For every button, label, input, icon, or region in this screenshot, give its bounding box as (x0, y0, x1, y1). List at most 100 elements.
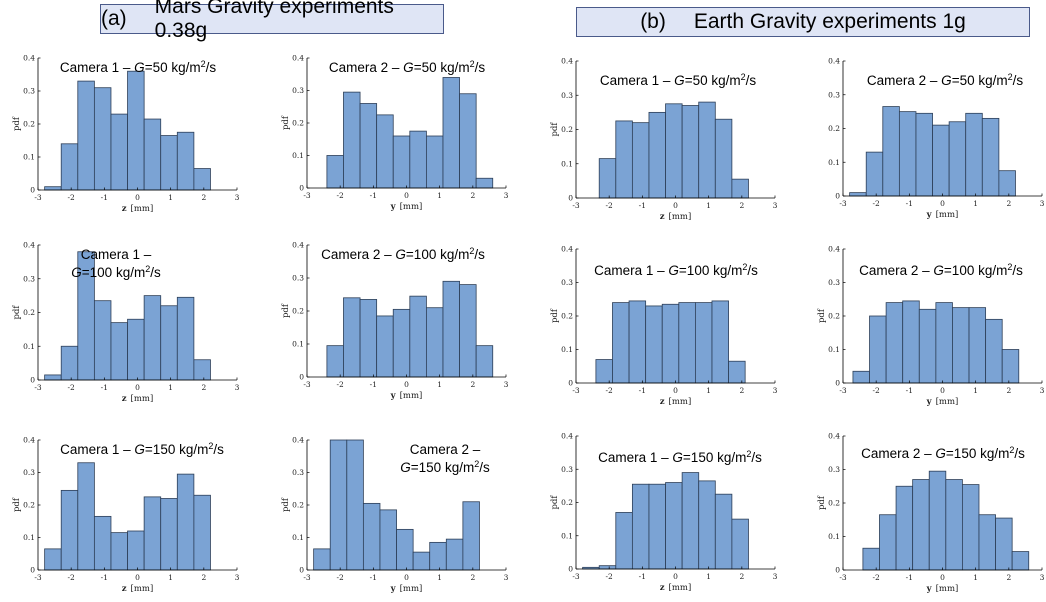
histogram-bar (681, 105, 700, 199)
y-tick-label: 0.3 (23, 274, 35, 283)
x-tick-label: 3 (773, 572, 778, 581)
chart-title: Camera 2 – G=50 kg/m2/s (867, 72, 1023, 88)
x-axis-variable: y (390, 202, 397, 212)
y-tick-label: 0 (835, 566, 840, 575)
chart-a-c2-150: -3 -2 -1 0 1 2 3 0 0.1 0.2 0.3 0.4 y [mm] pdf Camera 2 … (281, 436, 509, 595)
histogram-bar (598, 158, 617, 199)
histogram-bar (665, 482, 683, 570)
x-tick-label: -1 (101, 573, 108, 582)
histogram-bar (615, 120, 633, 199)
y-tick-label: 0.3 (828, 90, 840, 99)
y-tick-label: 0.3 (561, 278, 573, 287)
y-axis-label: pdf (817, 308, 827, 323)
chart-title: Camera 1 – G=150 kg/m2/s (60, 441, 224, 457)
histogram-bar (60, 489, 79, 571)
histogram-bar (60, 143, 79, 191)
x-tick-label: 1 (437, 380, 442, 389)
chart-a-c2-100: -3 -2 -1 0 1 2 3 0 0.1 0.2 0.3 0.4 y [mm] pdf Camera 2 … (281, 241, 509, 402)
histogram-bar (928, 470, 947, 571)
histogram-bar (631, 122, 650, 199)
histogram-bar (898, 111, 917, 197)
y-tick-label: 0.1 (23, 342, 35, 351)
histogram-bar (379, 509, 397, 571)
x-tick-label: 1 (168, 193, 173, 202)
x-tick-label: 0 (404, 380, 409, 389)
x-tick-label: 3 (1040, 199, 1045, 208)
histogram-bar (714, 118, 733, 199)
histogram-bar (110, 113, 128, 191)
x-axis-label: y [mm] (926, 397, 959, 407)
histogram-bar (961, 484, 980, 571)
x-tick-label: -3 (303, 191, 311, 200)
x-tick-label: 1 (973, 386, 978, 395)
histogram-bar (44, 186, 62, 191)
histogram-bar (998, 170, 1016, 197)
y-tick-label: 0.2 (23, 308, 35, 317)
y-tick-label: 0.3 (23, 468, 35, 477)
histogram-bar (681, 472, 700, 570)
y-tick-label: 0.4 (561, 432, 573, 441)
chart-title: Camera 2 – G=100 kg/m2/s (859, 262, 1023, 278)
chart-title: Camera 1 – (81, 247, 152, 262)
x-tick-label: 2 (201, 193, 206, 202)
chart-a-c1-50: -3 -2 -1 0 1 2 3 0 0.1 0.2 0.3 0.4 z [mm] pdf Camera 1 … (12, 54, 240, 215)
y-tick-label: 0.3 (292, 274, 304, 283)
histogram-bar (110, 322, 128, 381)
chart-title: Camera 2 – (410, 442, 481, 457)
y-axis-label: pdf (12, 305, 22, 320)
x-tick-label: 3 (235, 383, 240, 392)
y-axis-label: pdf (12, 116, 22, 131)
histogram-bar (968, 307, 987, 384)
y-tick-label: 0.2 (23, 120, 35, 129)
histogram-bar (985, 318, 1003, 384)
x-tick-label: 1 (168, 383, 173, 392)
histogram-bar (143, 496, 162, 571)
x-axis-unit: [mm] (936, 584, 959, 594)
x-axis-unit: [mm] (400, 202, 423, 212)
histogram-bar (612, 302, 630, 384)
x-tick-label: 2 (739, 572, 744, 581)
x-tick-label: 3 (773, 201, 778, 210)
x-tick-label: -2 (68, 383, 76, 392)
x-tick-label: 0 (940, 386, 945, 395)
histogram-bar (396, 528, 414, 571)
histogram-bar (731, 178, 749, 199)
histogram-bar (176, 131, 195, 191)
histogram-bar (459, 284, 477, 378)
x-tick-label: -3 (839, 386, 847, 395)
x-tick-label: 1 (706, 201, 711, 210)
histogram-bar (329, 439, 348, 571)
y-tick-label: 0 (835, 379, 840, 388)
x-tick-label: 2 (470, 573, 475, 582)
x-tick-label: 0 (404, 191, 409, 200)
x-tick-label: -3 (34, 383, 42, 392)
chart-b-c2-100: -3 -2 -1 0 1 2 3 0 0.1 0.2 0.3 0.4 y [mm] pdf Camera 2 … (817, 245, 1045, 408)
histogram-bar (326, 345, 344, 378)
x-tick-label: 1 (706, 386, 711, 395)
y-axis-label: pdf (281, 303, 291, 318)
histogram-bar (193, 168, 211, 191)
histogram-bar (952, 307, 970, 384)
x-tick-label: -2 (873, 386, 881, 395)
y-tick-label: 0.1 (292, 151, 304, 160)
histogram-bar (678, 302, 696, 384)
histogram-bar (127, 318, 145, 381)
chart-b-c2-50: -3 -2 -1 0 1 2 3 0 0.1 0.2 0.3 0.4 y [mm] Camera 2 – G… (828, 57, 1045, 221)
x-tick-label: 0 (673, 572, 678, 581)
x-tick-label: -3 (572, 572, 580, 581)
x-tick-label: -3 (34, 573, 42, 582)
x-axis-variable: y (926, 210, 933, 220)
histogram-bar (392, 308, 411, 378)
y-tick-label: 0.4 (292, 436, 304, 445)
x-axis-variable: z (660, 212, 665, 222)
histogram-bar (77, 80, 95, 191)
x-tick-label: 3 (1040, 573, 1045, 582)
x-axis-variable: y (390, 391, 397, 401)
x-tick-label: -2 (606, 572, 614, 581)
y-tick-label: 0.4 (561, 245, 573, 254)
y-tick-label: 0.2 (828, 499, 840, 508)
y-tick-label: 0.1 (828, 158, 840, 167)
x-axis-variable: z (660, 583, 665, 593)
x-tick-label: 2 (739, 201, 744, 210)
histogram-bar (948, 121, 967, 197)
